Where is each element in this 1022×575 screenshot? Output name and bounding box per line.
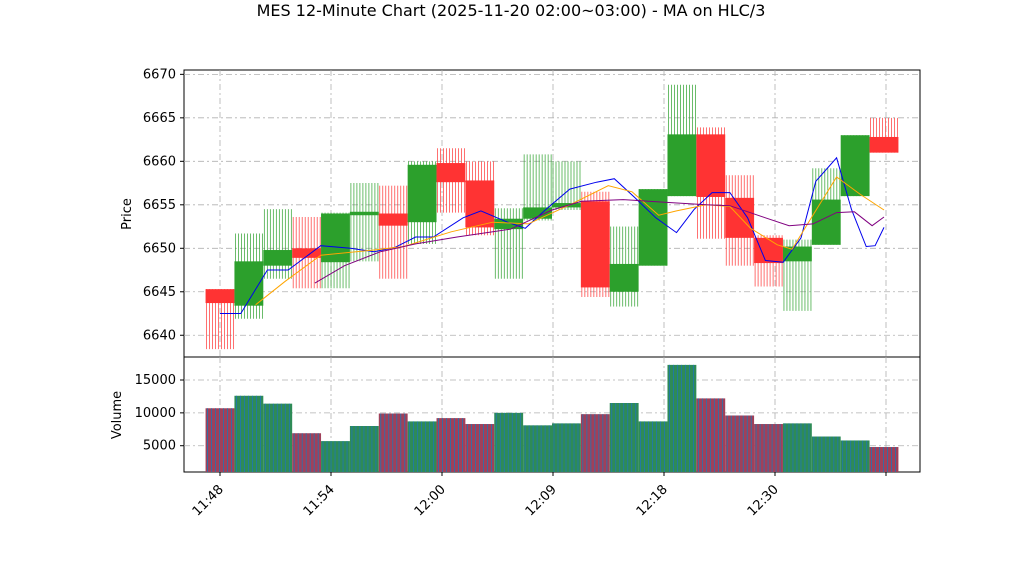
- volume-bar: [609, 403, 639, 472]
- price-bar-body: [234, 261, 264, 306]
- volume-bar: [292, 433, 322, 472]
- volume-bar: [840, 440, 870, 472]
- price-bar-body: [263, 250, 293, 266]
- price-tick-label: 6650: [143, 241, 176, 256]
- volume-bar: [523, 425, 552, 472]
- volume-bar: [321, 441, 350, 472]
- volume-axis-label: Volume: [110, 391, 125, 439]
- chart-title: MES 12-Minute Chart (2025-11-20 02:00~03…: [257, 1, 766, 20]
- price-bar-body: [869, 136, 899, 153]
- price-tick-label: 6670: [143, 67, 176, 82]
- volume-bar: [234, 395, 264, 472]
- volume-bar: [725, 415, 755, 472]
- volume-bar: [811, 436, 841, 472]
- price-bar-body: [494, 218, 524, 230]
- price-bar-body: [725, 197, 755, 238]
- volume-bar: [754, 424, 783, 472]
- x-tick-label: 12:30: [745, 482, 782, 519]
- price-bar-body: [465, 180, 495, 228]
- volume-tick-label: 10000: [135, 406, 176, 421]
- volume-bar: [205, 408, 235, 472]
- volume-bar: [552, 423, 581, 472]
- volume-bar: [580, 414, 610, 472]
- price-tick-label: 6640: [143, 328, 176, 343]
- volume-bar: [667, 364, 697, 472]
- price-bar-body: [292, 248, 322, 258]
- volume-bar: [782, 423, 812, 472]
- x-tick-label: 11:48: [190, 482, 227, 519]
- volume-bar: [436, 418, 466, 472]
- price-bar-body: [782, 246, 812, 262]
- x-axis: 11:48 11:54 12:00 12:09 12:18 12:30: [190, 472, 887, 519]
- volume-tick-label: 5000: [143, 439, 176, 454]
- price-panel: 6640 6645 6650 6655 6660 6665 6670: [143, 67, 921, 358]
- x-tick-label: 11:54: [301, 482, 338, 519]
- ma-line-ma_fast: [220, 156, 885, 314]
- price-bar-body: [580, 201, 610, 288]
- volume-bar: [869, 447, 899, 472]
- price-bar-body: [754, 237, 783, 264]
- price-bar-body: [696, 134, 726, 197]
- price-tick-label: 6655: [143, 198, 176, 213]
- price-tick-label: 6665: [143, 111, 176, 126]
- price-bar-body: [205, 289, 235, 304]
- price-tick-label: 6660: [143, 154, 176, 169]
- volume-panel: 5000 10000 15000: [135, 356, 921, 473]
- volume-tick-label: 15000: [135, 373, 176, 388]
- price-bar-body: [349, 211, 379, 216]
- volume-bar: [349, 426, 379, 472]
- volume-bar: [407, 421, 437, 472]
- price-bar-body: [667, 134, 697, 197]
- volume-bar: [465, 424, 495, 472]
- price-bar-body: [378, 213, 408, 226]
- x-tick-label: 12:09: [523, 482, 560, 519]
- volume-bar: [696, 398, 726, 472]
- volume-bar: [378, 413, 408, 472]
- price-tick-label: 6645: [143, 285, 176, 300]
- price-axis-label: Price: [120, 198, 135, 230]
- volume-bar: [263, 403, 293, 472]
- volume-bar: [494, 412, 524, 472]
- ma-line-ma_mid: [255, 176, 885, 306]
- price-bar-body: [609, 263, 639, 292]
- x-tick-label: 12:00: [412, 482, 449, 519]
- x-tick-label: 12:18: [634, 482, 671, 519]
- price-bar-body: [840, 135, 870, 197]
- volume-bar: [638, 421, 668, 472]
- price-bar-body: [407, 164, 437, 223]
- ma-line-ma_slow: [314, 199, 885, 284]
- price-bar-body: [436, 163, 466, 183]
- price-bar-body: [523, 207, 552, 219]
